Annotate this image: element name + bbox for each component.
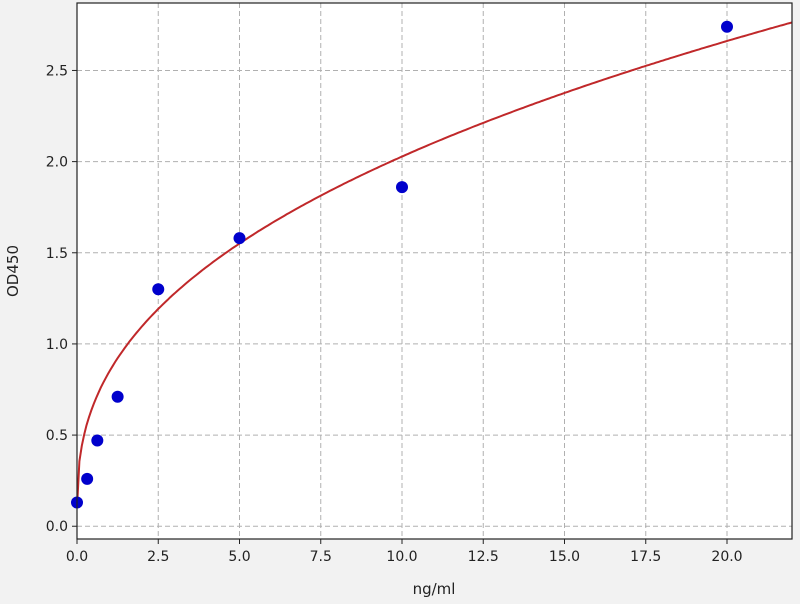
y-tick-label: 0.5 [46, 428, 68, 444]
y-axis-label: OD450 [4, 245, 22, 297]
data-point [721, 20, 733, 33]
x-tick-label: 10.0 [386, 549, 417, 565]
data-point [233, 232, 246, 245]
data-point [152, 283, 165, 296]
grid [76, 3, 792, 539]
x-tick-label: 12.5 [468, 549, 499, 565]
plot-frame [76, 2, 793, 540]
y-tick-label: 2.5 [46, 63, 68, 79]
data-point [81, 472, 94, 485]
fit-curve [76, 21, 793, 509]
y-tick-label: 1.0 [46, 337, 68, 353]
data-points [71, 20, 733, 509]
data-point [111, 390, 124, 403]
x-axis-label: ng/ml [413, 580, 456, 598]
ticks: 0.0 2.5 5.0 7.5 10.0 12.5 15.0 17.5 20.0 0.0 0.5 1.… [46, 63, 743, 565]
x-tick-label: 15.0 [549, 549, 580, 565]
x-tick-label: 2.5 [147, 549, 169, 565]
plot-area [77, 3, 792, 539]
x-tick-label: 20.0 [711, 549, 742, 565]
x-tick-label: 17.5 [630, 549, 661, 565]
data-point [91, 434, 104, 447]
y-tick-label: 0.0 [46, 519, 68, 535]
y-tick-label: 2.0 [46, 155, 68, 171]
x-tick-label: 7.5 [310, 549, 332, 565]
x-tick-label: 0.0 [66, 549, 88, 565]
x-tick-label: 5.0 [228, 549, 250, 565]
y-tick-label: 1.5 [46, 246, 68, 262]
data-point [396, 181, 408, 194]
